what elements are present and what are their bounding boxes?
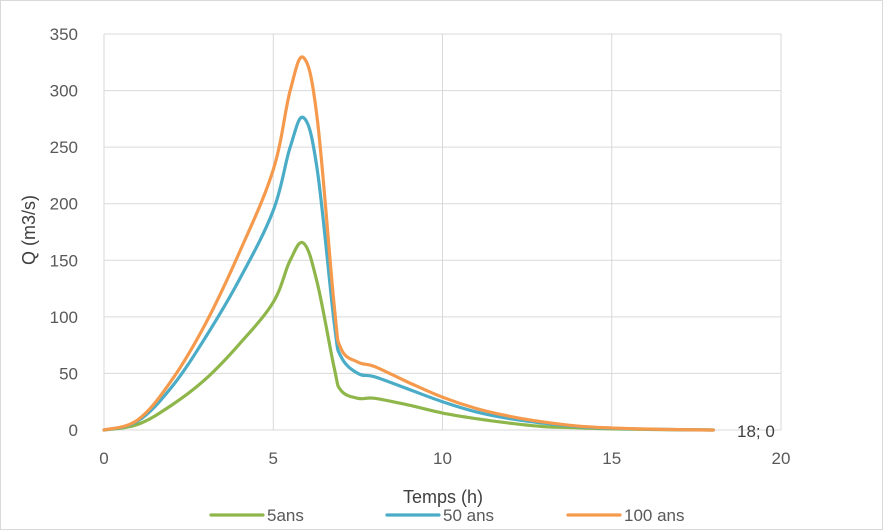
y-tick-label-1: 50 [59, 364, 78, 383]
y-tick-label-2: 100 [50, 308, 78, 327]
y-tick-label-6: 300 [50, 82, 78, 101]
series-line-5ans [102, 240, 715, 432]
y-tick-label-4: 200 [50, 195, 78, 214]
x-axis-title: Temps (h) [403, 487, 483, 507]
x-tick-label-4: 20 [772, 449, 791, 468]
series-line-100-ans [102, 55, 715, 432]
legend-label-100-ans: 100 ans [624, 506, 685, 525]
grid [103, 33, 782, 431]
x-tick-label-3: 15 [602, 449, 621, 468]
y-tick-label-5: 250 [50, 138, 78, 157]
x-tick-label-1: 5 [269, 449, 278, 468]
legend-label-50-ans: 50 ans [443, 506, 494, 525]
y-tick-label-3: 150 [50, 251, 78, 270]
x-tick-label-2: 10 [433, 449, 452, 468]
y-axis-title: Q (m3/s) [19, 195, 39, 265]
tick-labels: 0 50 100 150 200 250 300 350 0 5 10 15 20 [50, 25, 791, 468]
x-tick-label-0: 0 [99, 449, 108, 468]
legend: 5ans 50 ans 100 ans [209, 506, 685, 525]
y-tick-label-0: 0 [69, 421, 78, 440]
point-annotation: 18; 0 [737, 422, 775, 441]
y-tick-label-7: 350 [50, 25, 78, 44]
legend-label-5ans: 5ans [267, 506, 304, 525]
series-layer [102, 55, 715, 432]
